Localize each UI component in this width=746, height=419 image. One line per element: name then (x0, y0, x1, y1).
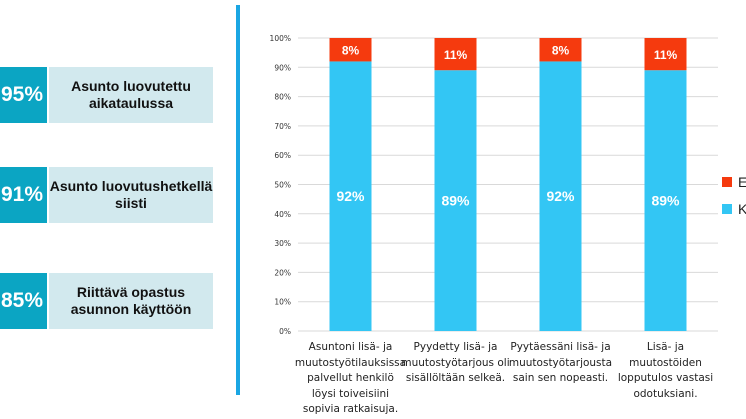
data-label: 89% (651, 193, 680, 209)
data-label: 8% (552, 44, 570, 58)
y-tick-label: 80% (274, 93, 291, 102)
kpi-1: 95% Asunto luovutettu aikataulussa (0, 67, 213, 123)
bar-ei (434, 38, 477, 71)
x-category-label: Pyytäessäni lisä- ja muutostyötarjousta … (508, 341, 613, 384)
kpi-3: 85% Riittävä opastus asunnon käyttöön (0, 273, 213, 329)
bar-ei (644, 38, 687, 71)
data-label: 89% (441, 193, 470, 209)
legend-swatch (722, 204, 732, 214)
bar-kyllä (434, 70, 477, 331)
data-label: 11% (444, 48, 468, 62)
legend-item: Ei (722, 174, 746, 190)
bar-kyllä (539, 61, 582, 331)
legend-swatch (722, 177, 732, 187)
kpi-value: 85% (0, 273, 47, 329)
y-tick-label: 90% (274, 63, 291, 72)
kpi-2: 91% Asunto luovutushetkellä siisti (0, 167, 213, 223)
y-tick-label: 10% (274, 298, 291, 307)
kpi-label: Riittävä opastus asunnon käyttöön (49, 273, 213, 329)
bar-ei (539, 38, 582, 62)
y-tick-label: 20% (274, 268, 291, 277)
divider (236, 5, 240, 395)
kpi-value: 91% (0, 167, 47, 223)
data-label: 92% (546, 188, 575, 204)
y-tick-label: 70% (274, 122, 291, 131)
legend-label: Ei (738, 174, 746, 190)
data-label: 11% (654, 48, 678, 62)
legend-item: Kyllä (722, 201, 746, 217)
legend-label: Kyllä (738, 201, 746, 217)
kpi-label: Asunto luovutettu aikataulussa (49, 67, 213, 123)
bar-kyllä (329, 61, 372, 331)
kpi-value: 95% (0, 67, 47, 123)
y-tick-label: 50% (274, 181, 291, 190)
bar-ei (329, 38, 372, 62)
x-category-label: Pyydetty lisä- ja muutostyötarjous oli s… (401, 341, 510, 384)
bar-kyllä (644, 70, 687, 331)
y-tick-label: 100% (270, 34, 291, 43)
y-tick-label: 60% (274, 151, 291, 160)
data-label: 8% (342, 44, 360, 58)
kpi-label: Asunto luovutushetkellä siisti (49, 167, 213, 223)
y-tick-label: 0% (279, 327, 291, 336)
y-tick-label: 40% (274, 210, 291, 219)
y-tick-label: 30% (274, 239, 291, 248)
x-category-label: Lisä- ja muutostöiden lopputulos vastasi… (617, 341, 714, 400)
data-label: 92% (336, 188, 365, 204)
x-category-label: Asuntoni lisä- ja muutostyötilauksissa p… (294, 341, 407, 415)
